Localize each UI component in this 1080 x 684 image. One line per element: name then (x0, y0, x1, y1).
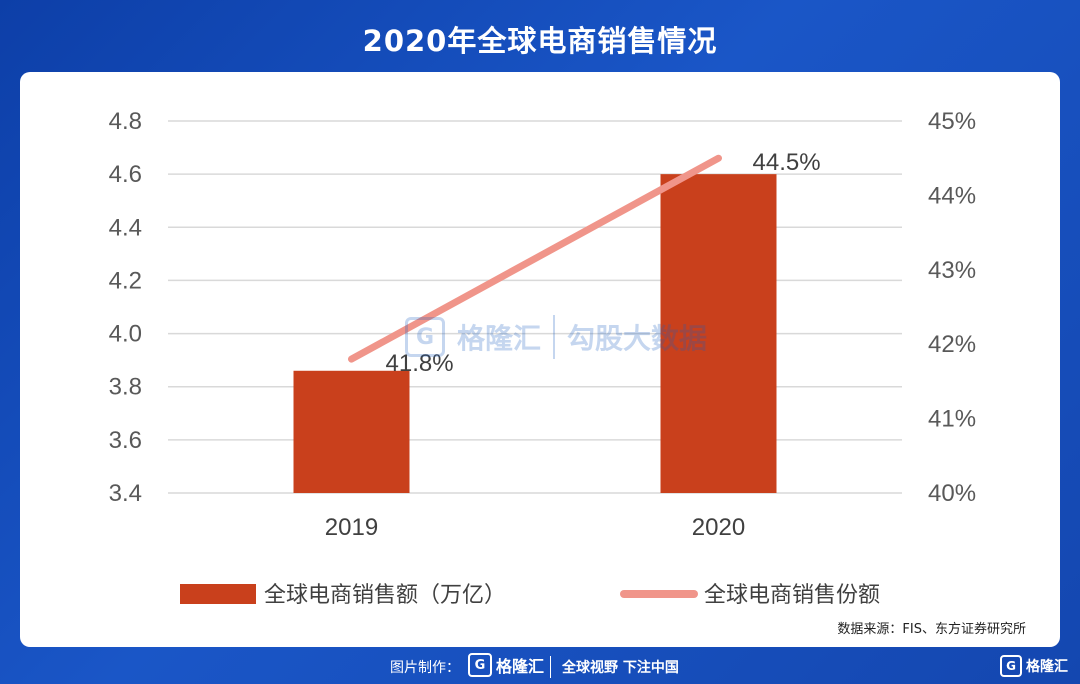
footer-brand: 格隆汇 (496, 657, 545, 676)
legend-bar-label: 全球电商销售额（万亿） (264, 583, 506, 608)
footer-divider (550, 656, 551, 678)
y-right-tick-label: 43% (928, 257, 976, 284)
legend-bar-swatch (180, 584, 256, 604)
y-left-tick-label: 4.6 (109, 161, 142, 188)
corner-logo-icon: G (1000, 655, 1022, 677)
footer-logo: G 格隆汇 (468, 653, 544, 677)
bar (293, 370, 410, 493)
legend-line-label: 全球电商销售份额 (704, 583, 880, 608)
made-by-label: 图片制作： (390, 660, 460, 676)
page-title: 2020年全球电商销售情况 (362, 24, 718, 58)
corner-logo: G 格隆汇 (1000, 655, 1068, 677)
y-left-tick-label: 4.2 (109, 267, 142, 294)
data-label: 41.8% (386, 350, 454, 377)
footer-logo-icon: G (468, 653, 492, 677)
y-right-tick-label: 44% (928, 182, 976, 209)
footer: 图片制作： G 格隆汇 全球视野 下注中国 (0, 652, 1080, 684)
y-left-tick-label: 3.6 (109, 427, 142, 454)
y-left-tick-label: 4.8 (109, 108, 142, 135)
y-right-tick-label: 45% (928, 108, 976, 135)
y-right-tick-label: 41% (928, 406, 976, 433)
source-note: 数据来源：FIS、东方证券研究所 (837, 622, 1026, 637)
chart: 3.4 3.6 3.8 4.0 4.2 4.4 4.6 4.8 40% 41% 42% 43% 44% 4… (109, 108, 976, 608)
chart-card: 3.4 3.6 3.8 4.0 4.2 4.4 4.6 4.8 40% 41% 42% 43% 44% 4… (20, 72, 1060, 647)
x-tick-label: 2020 (692, 514, 745, 541)
bar (660, 174, 777, 493)
data-label: 44.5% (753, 149, 821, 176)
y-left-tick-label: 4.0 (109, 321, 142, 348)
y-right-tick-label: 42% (928, 331, 976, 358)
y-right-tick-label: 40% (928, 480, 976, 507)
corner-brand: 格隆汇 (1026, 659, 1068, 675)
y-left-tick-label: 4.4 (109, 214, 142, 241)
footer-slogan: 全球视野 下注中国 (562, 660, 679, 676)
y-left-tick-label: 3.8 (109, 374, 142, 401)
y-left-tick-label: 3.4 (109, 480, 142, 507)
x-tick-label: 2019 (325, 514, 378, 541)
series-line (348, 154, 722, 363)
